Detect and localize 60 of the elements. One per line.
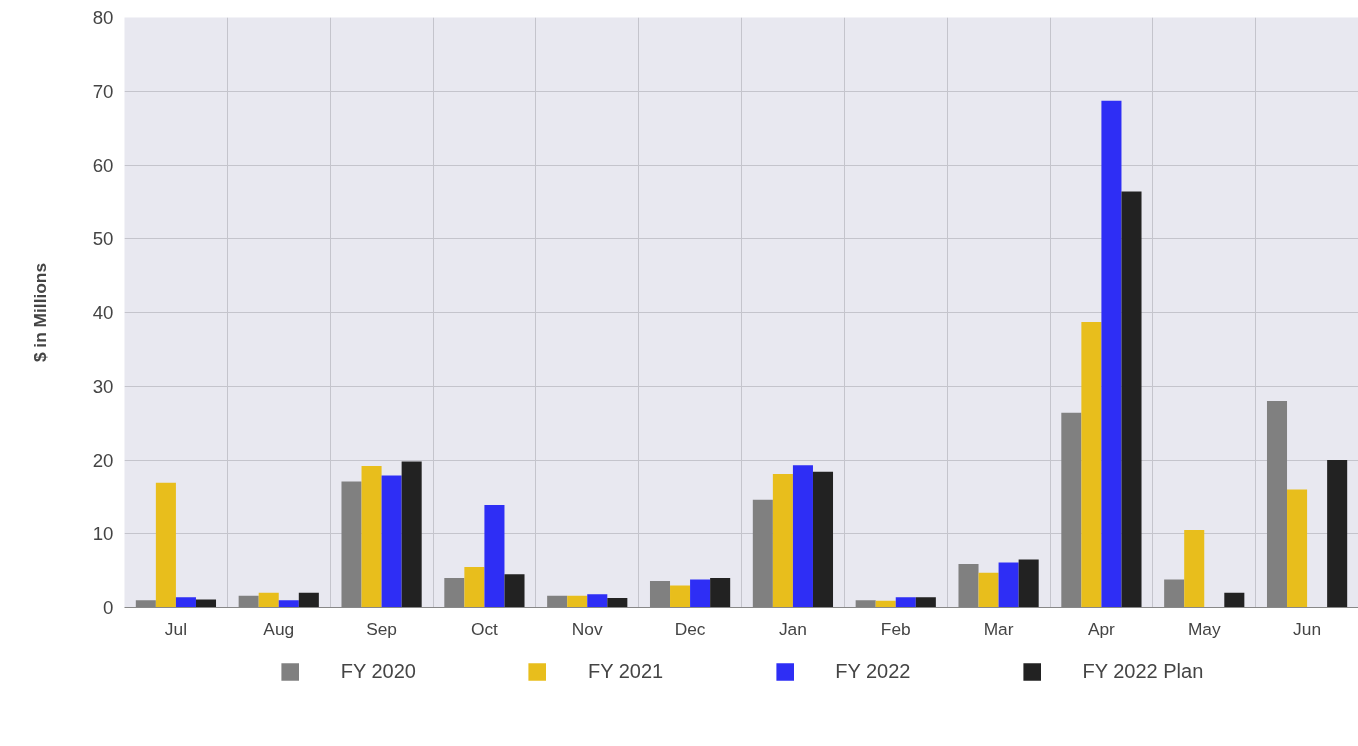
bar bbox=[690, 579, 711, 608]
x-tick-label: Jun bbox=[1293, 618, 1322, 639]
bar bbox=[381, 475, 402, 608]
bar bbox=[298, 592, 319, 608]
x-tick-label: Feb bbox=[880, 618, 911, 639]
legend-label: FY 2020 bbox=[340, 659, 416, 683]
bar bbox=[155, 482, 176, 608]
bar bbox=[504, 574, 525, 608]
legend-label: FY 2021 bbox=[587, 659, 664, 683]
y-tick-label: 60 bbox=[92, 154, 114, 176]
legend-label: FY 2022 bbox=[835, 659, 911, 683]
y-tick-label: 80 bbox=[92, 7, 114, 28]
bar bbox=[484, 504, 505, 608]
legend-label: FY 2022 Plan bbox=[1082, 659, 1204, 683]
bar bbox=[670, 585, 691, 608]
bar bbox=[1081, 322, 1102, 608]
x-tick-label: Oct bbox=[470, 618, 499, 639]
x-tick-label: Apr bbox=[1087, 618, 1116, 639]
y-tick-label: 0 bbox=[103, 597, 114, 618]
x-tick-label: Nov bbox=[571, 618, 603, 639]
bar bbox=[607, 597, 628, 608]
y-axis-title: $ in Millions bbox=[29, 262, 50, 363]
bar bbox=[998, 562, 1019, 608]
bar bbox=[1327, 460, 1348, 608]
bar bbox=[1121, 191, 1142, 608]
x-tick-label: Aug bbox=[263, 618, 295, 639]
bar bbox=[915, 597, 936, 608]
bar bbox=[792, 465, 813, 608]
bar bbox=[1018, 559, 1039, 608]
x-tick-label: Dec bbox=[674, 618, 706, 639]
bar bbox=[361, 465, 382, 608]
bar bbox=[567, 595, 588, 608]
x-tick-label: Mar bbox=[983, 618, 1014, 639]
x-tick-label: Jan bbox=[778, 618, 807, 639]
bar bbox=[175, 597, 196, 608]
bar bbox=[875, 600, 896, 608]
bar bbox=[195, 599, 217, 608]
y-tick-label: 40 bbox=[92, 302, 114, 323]
bar bbox=[812, 471, 834, 608]
x-tick-label: May bbox=[1187, 618, 1221, 639]
bar bbox=[258, 592, 279, 608]
y-tick-label: 50 bbox=[92, 228, 114, 250]
bar bbox=[772, 474, 793, 608]
y-tick-label: 10 bbox=[92, 523, 114, 545]
bar bbox=[1101, 100, 1122, 608]
bar bbox=[464, 566, 485, 608]
bar bbox=[587, 594, 608, 608]
bar bbox=[978, 572, 999, 608]
x-tick-label: Jul bbox=[164, 618, 187, 639]
bar bbox=[1224, 592, 1245, 608]
bar bbox=[895, 597, 916, 608]
y-tick-label: 20 bbox=[92, 449, 114, 471]
bar bbox=[278, 600, 299, 608]
x-tick-label: Sep bbox=[366, 618, 398, 639]
bar bbox=[710, 578, 731, 608]
bar bbox=[1184, 530, 1205, 608]
y-tick-label: 30 bbox=[92, 375, 114, 397]
bar bbox=[401, 461, 422, 608]
bar bbox=[1287, 489, 1308, 608]
y-tick-label: 70 bbox=[92, 80, 114, 102]
